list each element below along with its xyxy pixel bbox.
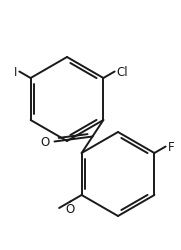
- Text: I: I: [14, 66, 17, 79]
- Text: O: O: [40, 136, 49, 148]
- Text: F: F: [168, 140, 174, 153]
- Text: O: O: [66, 203, 75, 216]
- Text: Cl: Cl: [117, 66, 128, 79]
